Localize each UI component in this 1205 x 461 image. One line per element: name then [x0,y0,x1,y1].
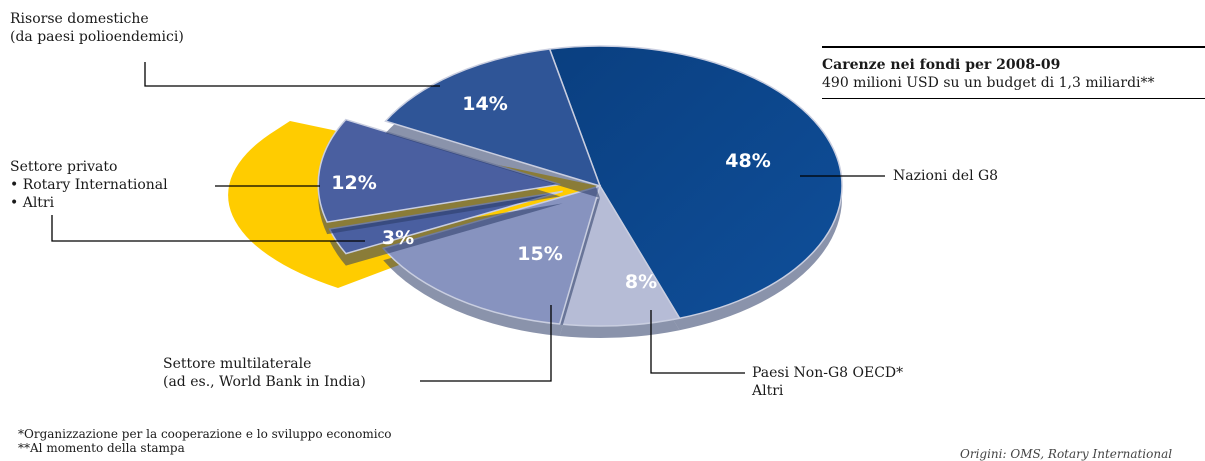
footnote-1: *Organizzazione per la cooperazione e lo… [18,427,392,441]
slice-multilateral [381,184,602,325]
label-oecd-line2: Altri [752,383,784,399]
label-multi: Settore multilaterale (ad es., World Ban… [163,355,366,391]
label-oecd: Paesi Non-G8 OECD* Altri [752,364,903,400]
label-privato-line3: • Altri [10,195,55,211]
slice-private-rotary [317,118,561,223]
leader-multi [420,305,552,382]
label-risorse: Risorse domestiche (da paesi polioendemi… [10,10,184,46]
pct-label-rotary: 12% [331,172,376,194]
slice-g8 [548,45,843,320]
chart-title: Carenze nei fondi per 2008-09 [822,57,1061,73]
slice-oecd [558,184,681,327]
slice-risorse [384,48,602,188]
percent-labels: 48% 8% 15% 3% 12% 14% [331,93,770,293]
label-g8: Nazioni del G8 [893,168,999,184]
label-risorse-line1: Risorse domestiche [10,11,149,27]
pct-label-multi: 15% [517,243,562,265]
pct-label-risorse: 14% [462,93,507,115]
leader-lines [51,62,885,382]
footnote-2: **Al momento della stampa [18,441,185,455]
source-note: Origini: OMS, Rotary International [960,447,1173,461]
slice-private-altri-depth [329,203,563,266]
leader-oecd [650,310,745,374]
pct-label-altri: 3% [382,227,414,249]
pct-label-g8: 48% [725,150,770,172]
label-privato-line1: Settore privato [10,159,118,175]
label-multi-line2: (ad es., World Bank in India) [163,374,366,390]
label-privato-line2: • Rotary International [10,177,168,193]
pie-slices [317,45,843,338]
label-oecd-line1: Paesi Non-G8 OECD* [752,365,904,381]
chart-subtitle: 490 milioni USD su un budget di 1,3 mili… [822,75,1155,91]
label-privato: Settore privato • Rotary International •… [10,158,168,212]
label-risorse-line2: (da paesi polioendemici) [10,29,184,45]
leader-altri [51,215,365,242]
label-multi-line1: Settore multilaterale [163,356,312,372]
title-block: Carenze nei fondi per 2008-09 490 milion… [822,46,1205,99]
leader-risorse [144,62,440,87]
pct-label-oecd: 8% [625,271,657,293]
